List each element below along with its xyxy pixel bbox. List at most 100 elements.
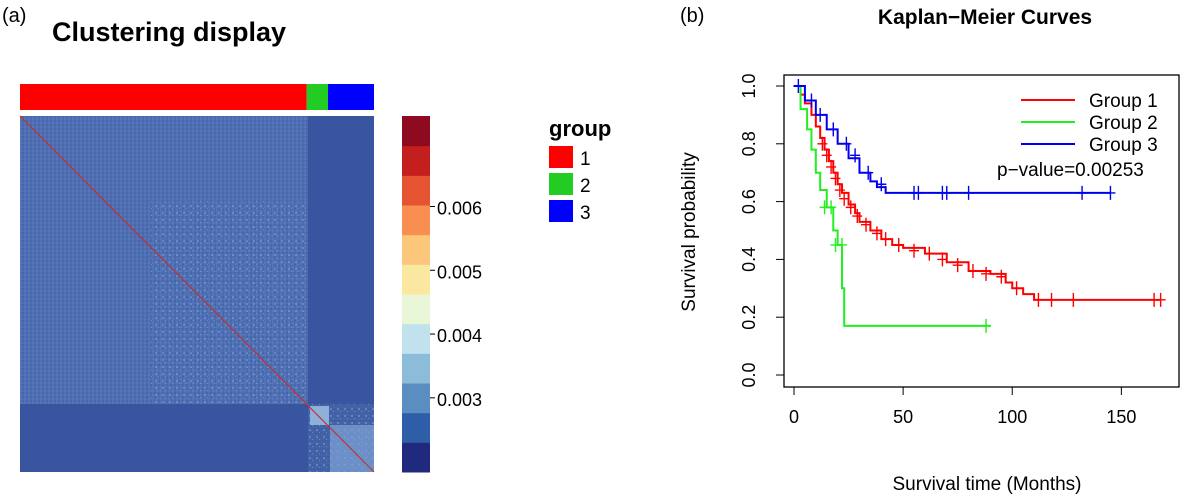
colorbar-step: [402, 264, 430, 295]
km-legend-label-3: Group 3: [1089, 135, 1158, 156]
km-y-tick-label: 0.0: [739, 362, 759, 387]
panel-a-clustering: (a) Clustering display: [2, 5, 611, 473]
km-censor-mark: [839, 191, 850, 206]
km-censor-mark: [981, 318, 992, 333]
km-censor-mark: [815, 107, 826, 122]
panel-b-kaplan-meier: (b) Kaplan−Meier Curves 0 50 100 1500.00.20…: [679, 5, 1180, 495]
heatmap-block-group-2: [310, 406, 329, 425]
km-y-tick-label: 0.2: [739, 305, 759, 330]
km-y-tick-label: 0.8: [739, 131, 759, 156]
colorbar-step: [402, 116, 430, 147]
km-censor-mark: [828, 122, 839, 137]
km-censor-mark: [1033, 292, 1044, 307]
panel-a-label: (a): [2, 5, 26, 27]
heatmap-offblock-bottom: [20, 404, 308, 472]
km-x-tick-label: 0: [789, 407, 799, 427]
km-censor-mark: [861, 217, 872, 232]
km-legend-label-2: Group 2: [1089, 113, 1158, 134]
colorbar-step: [402, 175, 430, 206]
group-legend-swatch-2: [549, 173, 573, 195]
colorbar-tick-label: 0.006: [437, 198, 482, 218]
colorbar-step: [402, 234, 430, 265]
km-censor-mark: [834, 183, 845, 198]
km-censor-mark: [1077, 185, 1088, 200]
km-censor-mark: [830, 171, 841, 186]
colorbar-step: [402, 442, 430, 473]
km-curve-1: [794, 85, 1161, 301]
group-legend-label-1: 1: [580, 149, 591, 170]
km-censor-mark: [924, 246, 935, 261]
km-censor-mark: [863, 165, 874, 180]
km-axes: 0 50 100 150 0.0 0.2 0.4 0.6 0.8 1.0: [739, 73, 1136, 427]
heatmap-offblock-right: [308, 116, 374, 404]
colorbar-step: [402, 383, 430, 414]
group-legend-swatch-1: [549, 146, 573, 168]
colorbar-step: [402, 353, 430, 384]
km-censor-mark: [913, 185, 924, 200]
km-censor-mark: [1105, 185, 1116, 200]
km-x-axis-label: Survival time (Months): [893, 474, 1082, 495]
km-plot-frame: [783, 74, 1180, 388]
colorbar-ticks: 0.003 0.004 0.005 0.006: [430, 198, 482, 410]
km-censor-mark: [1068, 292, 1079, 307]
colorbar-step: [402, 323, 430, 354]
colorbar-tick-label: 0.003: [437, 390, 482, 410]
km-x-tick-label: 50: [893, 407, 913, 427]
km-censor-mark: [909, 243, 920, 258]
km-censor-mark: [963, 185, 974, 200]
group-annotation-bar: [20, 84, 374, 110]
km-censor-mark: [967, 263, 978, 278]
km-censor-mark: [841, 136, 852, 151]
km-x-tick-label: 100: [997, 407, 1027, 427]
colorbar-step: [402, 205, 430, 236]
group-bar-segment-1: [20, 84, 307, 110]
colorbar-step: [402, 294, 430, 325]
km-censor-mark: [852, 209, 863, 224]
group-legend-label-3: 3: [580, 203, 591, 224]
km-curve-3: [794, 85, 1111, 194]
km-censor-mark: [1155, 292, 1166, 307]
km-censor-mark: [806, 93, 817, 108]
km-series: [793, 79, 1166, 333]
km-censor-mark: [981, 266, 992, 281]
group-legend-label-2: 2: [580, 176, 591, 197]
km-censor-mark: [941, 185, 952, 200]
km-curve-2: [794, 85, 991, 327]
group-legend-swatch-3: [549, 200, 573, 222]
km-censor-mark: [893, 237, 904, 252]
km-y-tick-label: 1.0: [739, 73, 759, 98]
km-censor-mark: [937, 252, 948, 267]
km-censor-mark: [1011, 281, 1022, 296]
km-censor-mark: [952, 258, 963, 273]
km-censor-mark: [826, 159, 837, 174]
colorbar-tick-label: 0.005: [437, 262, 482, 282]
km-censor-mark: [871, 226, 882, 241]
km-censor-mark: [850, 148, 861, 163]
panel-a-title: Clustering display: [52, 17, 286, 47]
km-censor-mark: [821, 148, 832, 163]
colorbar: [402, 116, 430, 473]
colorbar-tick-label: 0.004: [437, 326, 482, 346]
colorbar-step: [402, 145, 430, 176]
panel-b-label: (b): [680, 5, 704, 27]
group-bar-segment-2: [306, 84, 328, 110]
km-legend-label-1: Group 1: [1089, 91, 1158, 112]
km-censor-mark: [817, 136, 828, 151]
group-bar-segment-3: [327, 84, 374, 110]
km-censor-mark: [876, 177, 887, 192]
km-censor-mark: [826, 200, 837, 215]
heatmap-diagonal: [19, 115, 375, 473]
km-censor-mark: [1046, 292, 1057, 307]
km-y-tick-label: 0.4: [739, 247, 759, 272]
km-y-tick-label: 0.6: [739, 189, 759, 214]
km-x-tick-label: 150: [1106, 407, 1136, 427]
colorbar-step: [402, 412, 430, 443]
km-p-value: p−value=0.00253: [997, 160, 1144, 181]
km-censor-mark: [837, 237, 848, 252]
group-legend-title: group: [549, 116, 611, 141]
km-y-axis-label: Survival probability: [679, 152, 700, 312]
consensus-heatmap: [19, 115, 375, 473]
km-censor-mark: [845, 200, 856, 215]
